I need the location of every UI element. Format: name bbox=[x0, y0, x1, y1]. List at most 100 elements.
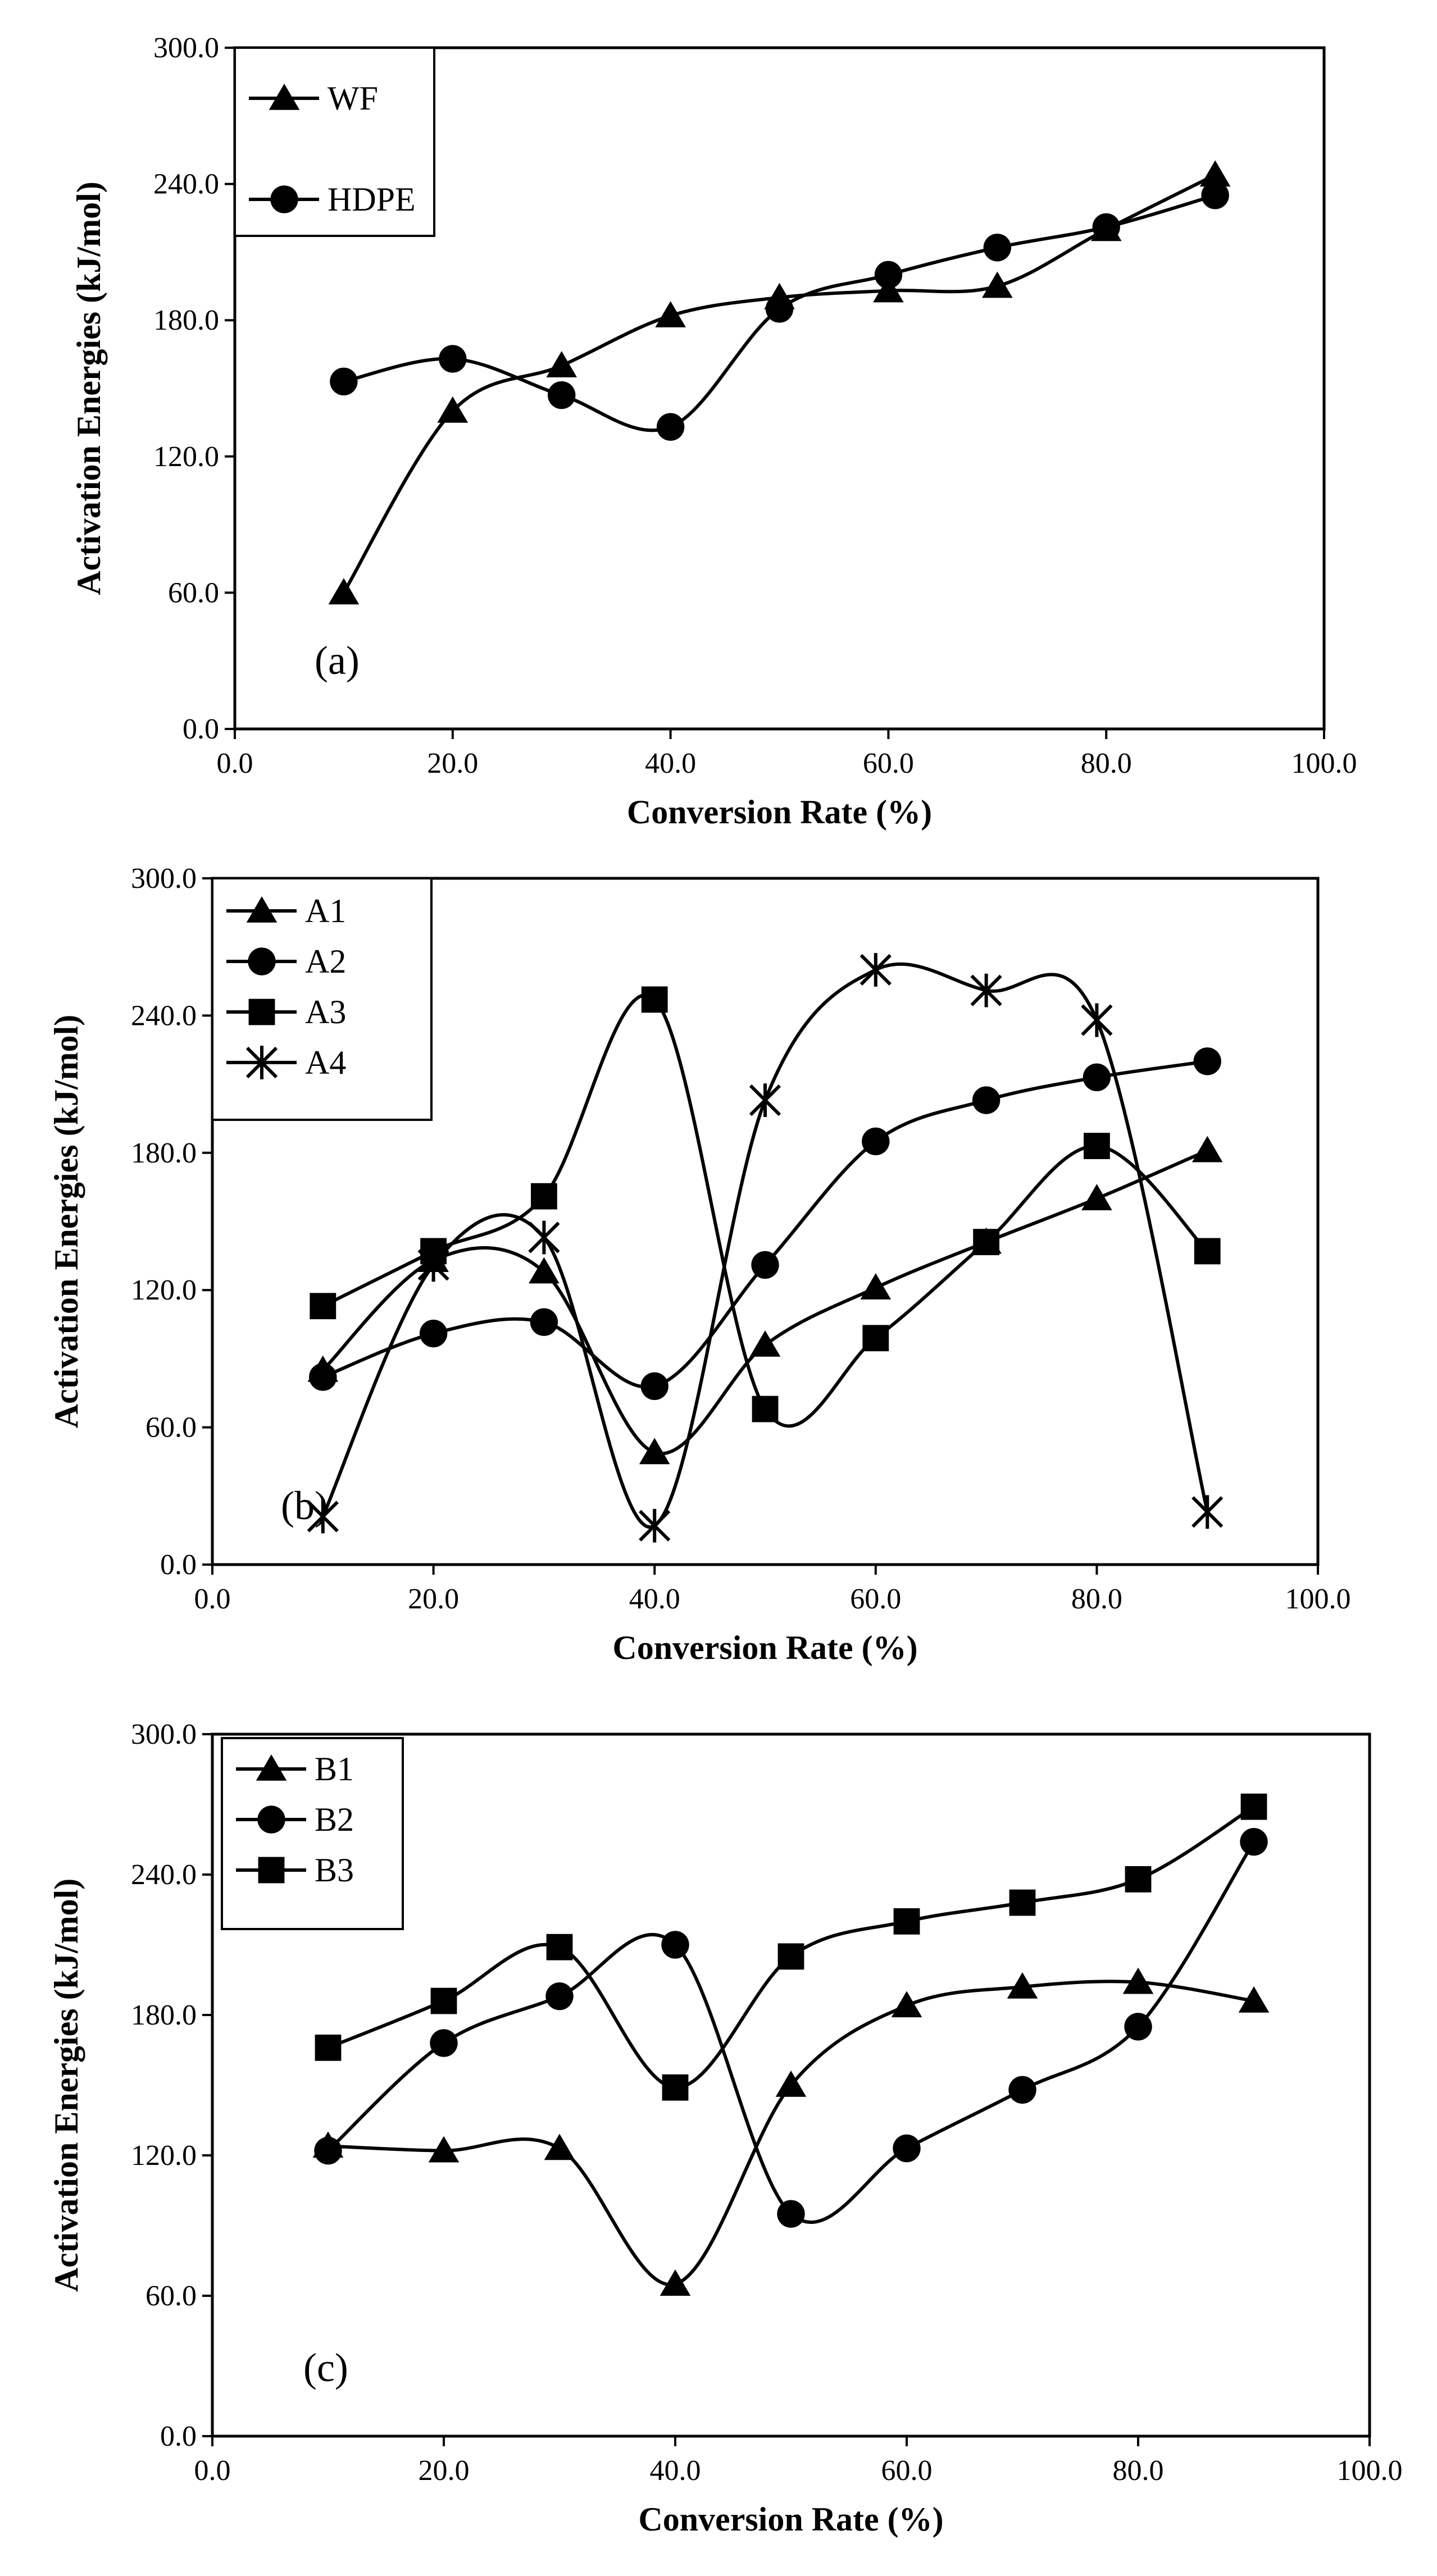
x-tick-label: 40.0 bbox=[645, 747, 696, 779]
legend-label-WF: WF bbox=[328, 80, 378, 117]
data-point-B1 bbox=[891, 1991, 922, 2018]
series-line-B3 bbox=[327, 1805, 1255, 2090]
legend-marker-A3 bbox=[248, 999, 275, 1025]
y-tick-label: 300.0 bbox=[153, 32, 219, 64]
data-point-B3 bbox=[662, 2074, 689, 2101]
data-point-A3 bbox=[862, 1325, 889, 1352]
chart-panel-2: 0.0 60.0 120.0 180.0 240.0 300.0 0.0 20.0 40.0 60… bbox=[48, 863, 1351, 1666]
legend-marker-A4 bbox=[245, 1046, 278, 1079]
x-tick-label: 0.0 bbox=[194, 1583, 231, 1615]
data-point-A2 bbox=[972, 1086, 1001, 1114]
data-point-A1 bbox=[529, 1257, 560, 1284]
plot-frame bbox=[233, 46, 1326, 731]
legend-label-B2: B2 bbox=[315, 1801, 354, 1838]
data-point-B2 bbox=[545, 1982, 574, 2010]
panel-label: (a) bbox=[315, 638, 360, 683]
legend-label-A1: A1 bbox=[305, 892, 346, 929]
data-point-B3 bbox=[546, 1934, 573, 1961]
y-tick-label: 60.0 bbox=[145, 1412, 197, 1444]
data-point-B2 bbox=[1008, 2076, 1036, 2104]
x-axis-title: Conversion Rate (%) bbox=[612, 1629, 917, 1666]
y-tick-label: 120.0 bbox=[131, 2140, 197, 2172]
panel-label: (c) bbox=[303, 2345, 348, 2390]
legend-label-A2: A2 bbox=[305, 943, 346, 980]
data-point-A2 bbox=[862, 1127, 890, 1156]
x-tick-label: 100.0 bbox=[1285, 1583, 1351, 1615]
data-point-HDPE bbox=[765, 295, 794, 323]
data-point-B3 bbox=[315, 2034, 342, 2061]
data-point-A2 bbox=[530, 1308, 558, 1336]
x-tick-label: 100.0 bbox=[1292, 747, 1357, 779]
data-point-B2 bbox=[777, 2200, 805, 2228]
legend-marker-B3 bbox=[258, 1857, 285, 1884]
data-point-B2 bbox=[893, 2134, 921, 2163]
data-point-HDPE bbox=[983, 234, 1012, 262]
legend-marker-A1 bbox=[246, 896, 278, 923]
data-point-B1 bbox=[428, 2136, 460, 2163]
y-tick-label: 0.0 bbox=[160, 2420, 197, 2452]
series-line-A1 bbox=[321, 1148, 1208, 1456]
data-point-B1 bbox=[1122, 1967, 1154, 1994]
data-point-A2 bbox=[309, 1363, 337, 1391]
data-point-B1 bbox=[660, 2269, 691, 2296]
data-point-A4 bbox=[970, 973, 1002, 1007]
data-point-HDPE bbox=[874, 261, 903, 289]
x-tick-label: 0.0 bbox=[217, 747, 253, 779]
legend-marker-B2 bbox=[257, 1806, 285, 1834]
y-tick-label: 240.0 bbox=[131, 1859, 197, 1891]
x-tick-label: 60.0 bbox=[850, 1583, 901, 1615]
data-point-WF bbox=[328, 578, 360, 605]
data-point-A4 bbox=[417, 1248, 449, 1282]
data-point-A2 bbox=[419, 1319, 448, 1348]
x-tick-label: 20.0 bbox=[408, 1583, 459, 1615]
data-point-HDPE bbox=[656, 413, 685, 441]
data-point-WF bbox=[1199, 160, 1231, 187]
x-axis-title: Conversion Rate (%) bbox=[627, 794, 932, 831]
data-point-A2 bbox=[640, 1372, 669, 1400]
legend-marker-WF bbox=[269, 84, 300, 110]
data-point-B3 bbox=[430, 1987, 457, 2014]
data-point-B3 bbox=[1240, 1793, 1267, 1820]
data-point-A3 bbox=[1194, 1238, 1221, 1265]
data-point-B3 bbox=[893, 1908, 920, 1935]
x-tick-label: 40.0 bbox=[650, 2455, 701, 2487]
panel-label: (b) bbox=[281, 1483, 328, 1528]
y-axis-title: Activation Energies (kJ/mol) bbox=[48, 1015, 85, 1429]
x-tick-label: 100.0 bbox=[1337, 2455, 1403, 2487]
x-tick-label: 40.0 bbox=[629, 1583, 680, 1615]
x-tick-label: 20.0 bbox=[419, 2455, 470, 2487]
data-point-A3 bbox=[531, 1183, 557, 1210]
legend-label-B1: B1 bbox=[315, 1750, 354, 1788]
data-point-A4 bbox=[307, 1499, 339, 1534]
data-point-WF bbox=[546, 351, 577, 377]
y-tick-label: 60.0 bbox=[168, 577, 219, 609]
data-point-WF bbox=[655, 301, 686, 327]
data-point-WF bbox=[873, 276, 904, 303]
data-point-B2 bbox=[430, 2029, 458, 2057]
data-point-A4 bbox=[1081, 1003, 1113, 1037]
chart-panel-1: 0.0 60.0 120.0 180.0 240.0 300.0 0.0 20.0 40.0 60… bbox=[70, 32, 1357, 831]
x-tick-label: 80.0 bbox=[1071, 1583, 1122, 1615]
data-point-B3 bbox=[1009, 1889, 1036, 1916]
data-point-A4 bbox=[639, 1508, 671, 1543]
y-tick-label: 180.0 bbox=[153, 304, 219, 336]
data-point-B1 bbox=[775, 2071, 807, 2097]
data-point-B1 bbox=[1238, 1986, 1270, 2013]
x-axis-title: Conversion Rate (%) bbox=[638, 2501, 943, 2538]
legend-marker-HDPE bbox=[270, 185, 298, 213]
data-point-B2 bbox=[1240, 1827, 1268, 1856]
data-point-A4 bbox=[528, 1220, 560, 1255]
y-tick-label: 120.0 bbox=[131, 1274, 197, 1306]
data-point-B1 bbox=[544, 2133, 575, 2160]
legend-label-HDPE: HDPE bbox=[328, 181, 416, 218]
data-point-HDPE bbox=[439, 345, 467, 373]
y-axis-title: Activation Energies (kJ/mol) bbox=[48, 1879, 85, 2292]
data-point-B3 bbox=[777, 1943, 804, 1970]
series-line-A4 bbox=[321, 962, 1209, 1529]
x-tick-label: 80.0 bbox=[1113, 2455, 1164, 2487]
legend-label-A3: A3 bbox=[305, 993, 346, 1031]
series-line-A3 bbox=[322, 993, 1209, 1428]
data-point-HDPE bbox=[1092, 213, 1120, 241]
y-tick-label: 240.0 bbox=[153, 168, 219, 200]
series-line-WF bbox=[342, 173, 1216, 594]
